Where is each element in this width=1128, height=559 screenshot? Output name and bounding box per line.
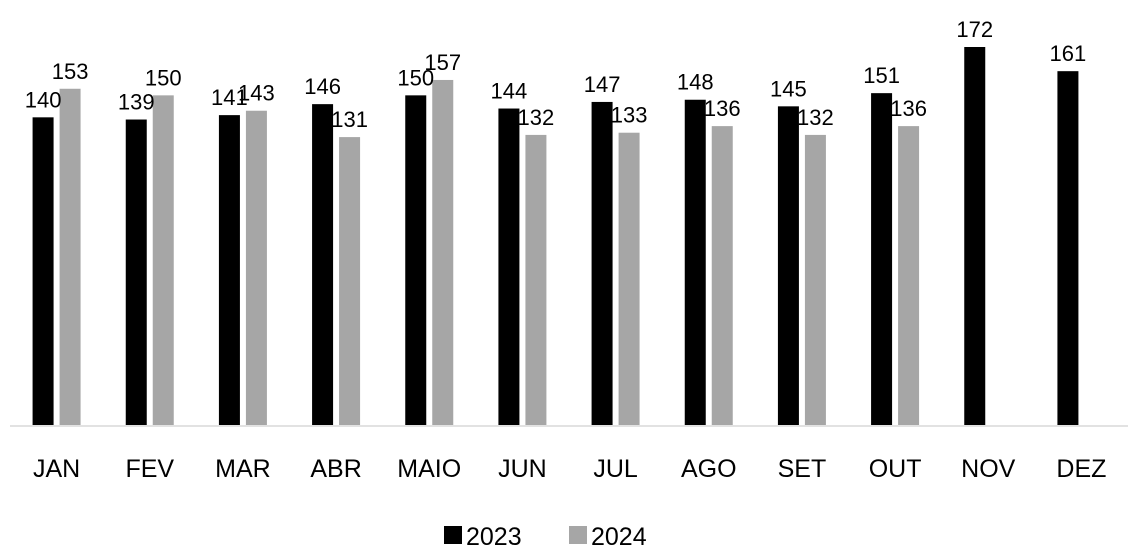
data-label-2024-set: 132 (797, 105, 834, 130)
bar-2024-fev (152, 95, 174, 425)
data-label-2023-jun: 144 (491, 79, 528, 104)
x-tick-label-ago: AGO (681, 455, 737, 483)
data-label-2024-maio: 157 (424, 50, 461, 75)
bar-2024-set (804, 134, 826, 425)
data-label-2023-jan: 140 (25, 87, 62, 112)
bar-2023-ago (684, 99, 706, 426)
data-label-2023-nov: 172 (956, 17, 993, 42)
data-label-2023-abr: 146 (304, 74, 341, 99)
x-tick-label-mar: MAR (215, 455, 271, 483)
legend-label-2024: 2024 (591, 523, 647, 551)
x-tick-label-fev: FEV (125, 455, 174, 483)
data-label-2023-jul: 147 (584, 72, 621, 97)
bar-2023-jan (32, 117, 54, 425)
data-label-2023-out: 151 (863, 63, 900, 88)
x-axis: JAN FEV MAR ABR MAIO JUN JUL AGO SET OUT NOV DEZ (10, 425, 1128, 483)
bar-2023-abr (312, 104, 334, 425)
data-label-2024-mar: 143 (238, 81, 275, 106)
x-tick-label-jul: JUL (593, 455, 638, 483)
data-label-2023-dez: 161 (1050, 41, 1087, 66)
bar-2023-out (871, 93, 893, 426)
bar-2023-fev (125, 119, 147, 426)
x-tick-label-out: OUT (869, 455, 922, 483)
bar-2023-set (777, 106, 799, 425)
data-label-2024-out: 136 (890, 96, 927, 121)
data-label-2024-jan: 153 (52, 59, 89, 84)
data-label-2023-fev: 139 (118, 90, 155, 115)
x-tick-label-set: SET (778, 455, 827, 483)
legend-swatch-2024 (569, 526, 587, 544)
x-tick-label-nov: NOV (961, 455, 1016, 483)
data-label-2024-fev: 150 (145, 65, 182, 90)
bar-2023-jun (498, 108, 520, 425)
bar-2024-jan (59, 88, 81, 425)
x-tick-label-jun: JUN (498, 455, 547, 483)
bar-2023-maio (405, 95, 427, 425)
bar-2023-dez (1057, 71, 1079, 426)
bar-2024-maio (432, 79, 454, 425)
bar-2024-ago (711, 126, 733, 426)
data-label-2024-jun: 132 (518, 105, 555, 130)
x-tick-label-abr: ABR (310, 455, 361, 483)
x-tick-label-jan: JAN (33, 455, 80, 483)
bar-2023-mar (218, 115, 240, 425)
data-label-2023-ago: 148 (677, 70, 714, 95)
data-label-2024-ago: 136 (704, 96, 741, 121)
bars-layer (32, 47, 1079, 426)
bar-2024-jul (618, 132, 640, 425)
x-tick-label-dez: DEZ (1056, 455, 1106, 483)
bar-2023-jul (591, 101, 613, 425)
data-label-2023-maio: 150 (397, 65, 434, 90)
bar-2023-nov (964, 47, 986, 425)
data-label-2024-abr: 131 (331, 107, 368, 132)
x-tick-label-maio: MAIO (397, 455, 461, 483)
bar-2024-abr (339, 137, 361, 425)
bar-2024-jun (525, 134, 547, 425)
data-label-2024-jul: 133 (611, 103, 648, 128)
legend-label-2023: 2023 (466, 523, 522, 551)
legend-swatch-2023 (444, 526, 462, 544)
data-label-2023-mar: 141 (211, 85, 248, 110)
bar-2024-out (898, 126, 920, 426)
bar-2024-mar (245, 110, 267, 425)
legend: 2023 2024 (444, 523, 647, 551)
data-label-2023-set: 145 (770, 76, 807, 101)
